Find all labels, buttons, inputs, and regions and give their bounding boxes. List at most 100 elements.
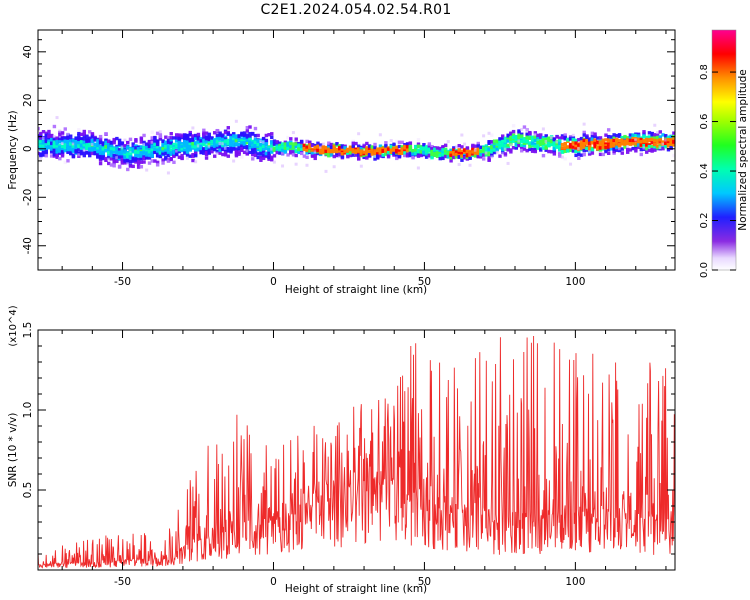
heatmap-cell [310, 149, 315, 153]
heatmap-cell [601, 138, 605, 143]
heatmap-cell [568, 144, 573, 148]
heatmap-cell [389, 145, 394, 149]
heatmap-cell [82, 151, 86, 155]
heatmap-cell [52, 152, 57, 157]
heatmap-cell [101, 155, 106, 159]
heatmap-cell [123, 161, 127, 165]
heatmap-cell [82, 134, 86, 138]
heatmap-cell [128, 155, 133, 159]
heatmap-cell [411, 151, 415, 155]
heatmap-cell [397, 140, 402, 144]
heatmap-cell [661, 144, 665, 148]
heatmap-cell [645, 143, 649, 147]
heatmap-cell [623, 134, 627, 139]
heatmap-cell [161, 149, 165, 153]
heatmap-cell [104, 132, 108, 136]
heatmap-cell [606, 151, 611, 155]
heatmap-cell [327, 149, 331, 154]
x-tick-label: 50 [418, 576, 431, 588]
heatmap-cell [544, 137, 548, 142]
heatmap-cell [98, 134, 103, 139]
heatmap-cell [234, 135, 239, 139]
heatmap-cell [185, 133, 190, 138]
heatmap-cell [299, 147, 304, 151]
heatmap-cell [324, 145, 328, 150]
heatmap-cell [378, 133, 382, 137]
heatmap-cell [96, 146, 100, 151]
y-tick-label: 1.0 [22, 402, 34, 419]
heatmap-cell [240, 146, 244, 151]
heatmap-cell [664, 145, 668, 149]
heatmap-cell [299, 151, 304, 156]
heatmap-cell [221, 137, 225, 141]
colorbar-tick-label: 0.6 [699, 114, 710, 130]
heatmap-cell [207, 137, 211, 142]
heatmap-cell [655, 146, 660, 150]
heatmap-cell [286, 141, 290, 145]
heatmap-cell [645, 137, 649, 142]
heatmap-cell [256, 139, 260, 143]
heatmap-cell [620, 142, 624, 146]
heatmap-cell [335, 151, 339, 156]
heatmap-cell [308, 140, 312, 144]
heatmap-cell [262, 140, 266, 144]
heatmap-cell [587, 145, 592, 149]
heatmap-cell [71, 144, 76, 149]
heatmap-cell [261, 149, 266, 154]
heatmap-cell [82, 148, 86, 152]
heatmap-cell [593, 138, 597, 142]
heatmap-cell [585, 138, 589, 142]
heatmap-cell [150, 159, 154, 163]
heatmap-cell [79, 146, 84, 150]
heatmap-cell [134, 153, 138, 158]
heatmap-cell [620, 140, 624, 144]
heatmap-cell [120, 158, 125, 162]
heatmap-cell [204, 156, 209, 160]
heatmap-cell [329, 145, 334, 150]
heatmap-cell [351, 144, 355, 149]
heatmap-cell [155, 154, 160, 158]
heatmap-cell [177, 146, 182, 151]
heatmap-cell [232, 141, 236, 145]
heatmap-cell [126, 152, 130, 156]
heatmap-cell [582, 148, 586, 153]
heatmap-cell [362, 144, 366, 149]
heatmap-cell [359, 164, 363, 168]
heatmap-cell [617, 139, 622, 143]
heatmap-cell [66, 150, 70, 155]
heatmap-cell [185, 150, 190, 154]
heatmap-cell [155, 163, 160, 167]
heatmap-cell [223, 151, 228, 155]
heatmap-cell [120, 161, 125, 165]
heatmap-cell [593, 132, 597, 136]
heatmap-cell [544, 134, 548, 138]
heatmap-cell [634, 133, 638, 138]
heatmap-cell [568, 136, 573, 141]
heatmap-cell [419, 146, 423, 151]
heatmap-cell [47, 129, 51, 134]
heatmap-cell [123, 138, 127, 142]
heatmap-cell [199, 143, 203, 147]
heatmap-cell [574, 144, 578, 149]
heatmap-cell [202, 135, 206, 139]
heatmap-cell [400, 150, 404, 154]
heatmap-cell [245, 145, 250, 149]
heatmap-cell [185, 136, 190, 140]
heatmap-cell [52, 140, 57, 144]
heatmap-cell [664, 141, 668, 145]
heatmap-cell [346, 152, 350, 157]
heatmap-cell [242, 150, 247, 155]
heatmap-cell [123, 149, 127, 153]
heatmap-cell [223, 139, 228, 144]
heatmap-cell [405, 149, 410, 153]
heatmap-cell [267, 147, 271, 152]
spectrogram-x-label: Height of straight line (km) [285, 284, 427, 296]
heatmap-cell [63, 127, 67, 131]
heatmap-cell [634, 147, 638, 151]
heatmap-cell [449, 153, 453, 157]
heatmap-cell [479, 155, 483, 159]
heatmap-cell [655, 135, 660, 140]
heatmap-cell [642, 143, 646, 148]
heatmap-cell [218, 133, 222, 137]
heatmap-cell [150, 147, 154, 151]
